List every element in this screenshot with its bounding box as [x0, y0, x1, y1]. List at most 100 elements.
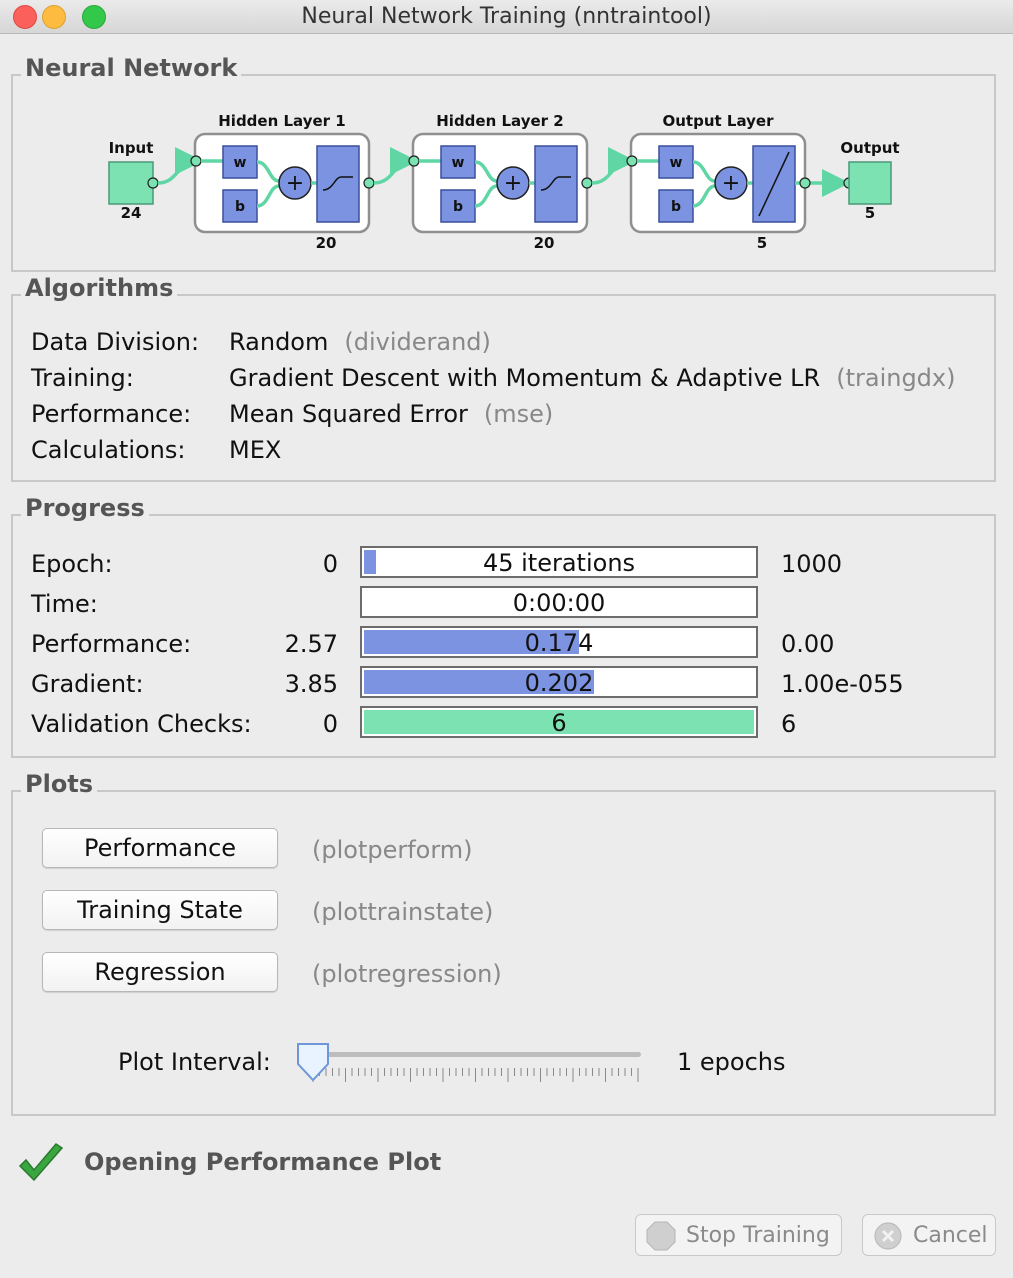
plots-panel: Plots Performance (plotperform) Training… — [11, 770, 996, 1116]
alg-fn: (dividerand) — [344, 328, 491, 356]
alg-fn: (mse) — [483, 400, 554, 428]
progress-label: Gradient: — [31, 670, 144, 698]
weight-block — [222, 145, 258, 179]
gradient-row: Gradient: 3.85 0.202 1.00e-055 — [13, 666, 994, 702]
epoch-progress-bar: 45 iterations — [360, 546, 758, 578]
algorithms-title: Algorithms — [21, 274, 178, 302]
hidden-layer-1-size: 20 — [316, 234, 337, 252]
regression-plot-button[interactable]: Regression — [42, 952, 278, 992]
progress-value: 0.174 — [524, 629, 594, 657]
input-label: Input — [109, 139, 154, 157]
progress-max: 0.00 — [781, 630, 835, 658]
progress-min: 0 — [322, 710, 338, 738]
output-layer-size: 5 — [757, 234, 767, 252]
transfer-block — [316, 145, 360, 223]
alg-fn: (traingdx) — [836, 364, 956, 392]
progress-title: Progress — [21, 494, 149, 522]
cancel-icon — [874, 1222, 902, 1250]
slider-ticks — [312, 1068, 639, 1082]
validation-checks-row: Validation Checks: 0 6 6 — [13, 706, 994, 742]
output-layer: Output Layer w b + 5 — [626, 112, 807, 252]
hidden-layer-1-label: Hidden Layer 1 — [218, 112, 345, 130]
close-window-button[interactable] — [13, 5, 37, 29]
progress-value: 0.202 — [524, 669, 594, 697]
hidden-layer-2-size: 20 — [534, 234, 555, 252]
progress-label: Time: — [31, 590, 98, 618]
svg-text:w: w — [234, 155, 247, 171]
svg-text:+: + — [722, 171, 740, 196]
svg-text:+: + — [286, 171, 304, 196]
performance-plot-button[interactable]: Performance — [42, 828, 278, 868]
alg-label: Training: — [31, 364, 134, 392]
progress-max: 1.00e-055 — [781, 670, 904, 698]
plots-title: Plots — [21, 770, 98, 798]
bias-block — [222, 189, 258, 223]
status-text: Opening Performance Plot — [84, 1148, 442, 1176]
slider-thumb[interactable] — [296, 1042, 330, 1082]
zoom-window-button[interactable] — [82, 5, 106, 29]
progress-label: Epoch: — [31, 550, 113, 578]
svg-text:b: b — [671, 199, 681, 215]
hidden-layer-1: Hidden Layer 1 w b + 20 — [190, 112, 375, 252]
neural-network-panel: Neural Network Input 24 Hidden Layer 1 w — [11, 54, 996, 272]
alg-label: Calculations: — [31, 436, 186, 464]
progress-label: Validation Checks: — [31, 710, 252, 738]
cancel-label: Cancel — [913, 1223, 988, 1248]
window-title: Neural Network Training (nntraintool) — [301, 4, 712, 29]
progress-min: 0 — [322, 550, 338, 578]
hidden-layer-2-label: Hidden Layer 2 — [436, 112, 563, 130]
progress-fill — [364, 670, 595, 694]
progress-value: 0:00:00 — [512, 589, 606, 617]
progress-min: 3.85 — [284, 670, 338, 698]
input-size: 24 — [121, 204, 142, 222]
progress-label: Performance: — [31, 630, 192, 658]
svg-text:b: b — [235, 199, 245, 215]
output-layer-label: Output Layer — [663, 112, 775, 130]
alg-label: Performance: — [31, 400, 192, 428]
alg-value: Random — [229, 328, 329, 356]
progress-fill — [364, 550, 376, 574]
svg-text:+: + — [504, 171, 522, 196]
stop-training-button[interactable]: Stop Training — [635, 1214, 842, 1256]
plot-interval-slider[interactable] — [296, 1042, 646, 1092]
plot-fn: (plottrainstate) — [312, 898, 494, 926]
epoch-row: Epoch: 0 45 iterations 1000 — [13, 546, 994, 582]
performance-progress-row: Performance: 2.57 0.174 0.00 — [13, 626, 994, 662]
plot-interval-value: 1 epochs — [677, 1048, 786, 1076]
stop-icon — [646, 1221, 676, 1251]
output-node — [848, 161, 892, 205]
hidden-layer-2: Hidden Layer 2 w b + 20 — [408, 112, 593, 252]
neural-network-title: Neural Network — [21, 54, 242, 82]
progress-value: 6 — [551, 709, 567, 737]
progress-max: 6 — [781, 710, 797, 738]
input-node — [108, 161, 154, 205]
alg-value: Gradient Descent with Momentum & Adaptiv… — [229, 364, 821, 392]
plot-fn: (plotregression) — [312, 960, 502, 988]
title-bar: Neural Network Training (nntraintool) — [0, 0, 1013, 34]
cancel-button[interactable]: Cancel — [862, 1214, 996, 1256]
svg-text:w: w — [452, 155, 465, 171]
svg-text:w: w — [670, 155, 683, 171]
stop-training-label: Stop Training — [686, 1223, 830, 1248]
validation-progress-bar: 6 — [360, 706, 758, 738]
time-progress-bar: 0:00:00 — [360, 586, 758, 618]
alg-value: Mean Squared Error — [229, 400, 468, 428]
plot-interval-label: Plot Interval: — [118, 1048, 271, 1076]
performance-progress-bar: 0.174 — [360, 626, 758, 658]
progress-fill — [364, 710, 754, 734]
minimize-window-button[interactable] — [42, 5, 66, 29]
progress-value: 45 iterations — [482, 549, 636, 577]
training-state-plot-button[interactable]: Training State — [42, 890, 278, 930]
gradient-progress-bar: 0.202 — [360, 666, 758, 698]
slider-track[interactable] — [306, 1052, 641, 1057]
alg-value: MEX — [229, 436, 282, 464]
checkmark-icon — [18, 1143, 64, 1182]
output-size: 5 — [865, 204, 875, 222]
progress-max: 1000 — [781, 550, 843, 578]
progress-fill — [364, 630, 579, 654]
plot-fn: (plotperform) — [312, 836, 473, 864]
time-row: Time: 0:00:00 — [13, 586, 994, 622]
network-diagram: Input 24 Hidden Layer 1 w b + — [108, 112, 900, 252]
svg-text:b: b — [453, 199, 463, 215]
progress-panel: Progress Epoch: 0 45 iterations 1000 Tim… — [11, 494, 996, 758]
